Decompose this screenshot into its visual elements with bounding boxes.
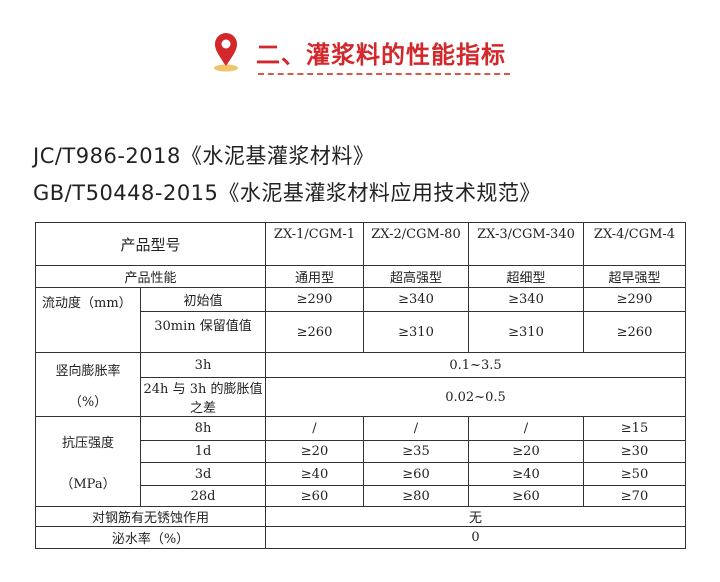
cell: ≥60 bbox=[363, 462, 469, 486]
cell: / bbox=[363, 416, 469, 441]
table-row: 产品性能 通用型 超高强型 超细型 超早强型 bbox=[35, 265, 686, 288]
table-row: 24h 与 3h 的膨胀值之差 0.02~0.5 bbox=[36, 377, 686, 417]
model: ZX-2/CGM-80 bbox=[363, 222, 469, 266]
expansion-label-2: （%） bbox=[68, 394, 108, 410]
cell: / bbox=[468, 416, 584, 441]
standard-2: GB/T50448-2015《水泥基灌浆材料应用技术规范》 bbox=[33, 181, 541, 205]
cell: ≥35 bbox=[363, 440, 469, 463]
flow-label: 流动度（mm） bbox=[35, 287, 141, 353]
cell: ≥60 bbox=[468, 485, 584, 507]
perf-label: 产品性能 bbox=[35, 265, 266, 288]
cell: ≥70 bbox=[583, 485, 686, 507]
table-row: 流动度（mm） 初始值 ≥290 ≥340 ≥340 ≥290 bbox=[35, 287, 686, 353]
table-row: 竖向膨胀率 （%） 3h 0.1~3.5 bbox=[35, 352, 686, 417]
strength-label: 抗压强度 （MPa） bbox=[35, 416, 141, 507]
cell: 0.1~3.5 bbox=[265, 352, 686, 378]
table-row: 28d ≥60 ≥80 ≥60 ≥70 bbox=[36, 485, 686, 507]
cell: ≥30 bbox=[583, 440, 686, 463]
cell: ≥20 bbox=[265, 440, 364, 463]
rust-label: 对钢筋有无锈蚀作用 bbox=[35, 506, 266, 527]
section-title: 二、灌浆料的性能指标 bbox=[256, 40, 506, 69]
title-underline bbox=[258, 73, 510, 75]
row-name: 30min 保留值值 bbox=[140, 311, 266, 353]
cell: 0.02~0.5 bbox=[265, 377, 686, 417]
table-row: 对钢筋有无锈蚀作用 无 bbox=[35, 506, 686, 527]
section-heading: 二、灌浆料的性能指标 bbox=[214, 30, 506, 74]
expansion-label: 竖向膨胀率 （%） bbox=[35, 352, 141, 417]
cell: ≥340 bbox=[468, 287, 584, 312]
type: 通用型 bbox=[265, 265, 364, 288]
type: 超细型 bbox=[468, 265, 584, 288]
row-name: 24h 与 3h 的膨胀值之差 bbox=[140, 377, 266, 417]
cell: 无 bbox=[265, 506, 686, 527]
row-name: 28d bbox=[140, 485, 266, 507]
cell: ≥15 bbox=[583, 416, 686, 441]
row-name: 8h bbox=[140, 416, 266, 441]
table-row: 泌水率（%） 0 bbox=[35, 526, 686, 549]
cell: ≥290 bbox=[583, 287, 686, 312]
model: ZX-3/CGM-340 bbox=[468, 222, 584, 266]
model-label: 产品型号 bbox=[35, 222, 266, 266]
cell: ≥290 bbox=[265, 287, 364, 312]
strength-label-2: （MPa） bbox=[60, 476, 116, 492]
cell: / bbox=[265, 416, 364, 441]
cell: ≥310 bbox=[468, 311, 584, 353]
cell: ≥60 bbox=[265, 485, 364, 507]
cell: ≥40 bbox=[265, 462, 364, 486]
row-name: 初始值 bbox=[140, 287, 266, 312]
model: ZX-4/CGM-4 bbox=[583, 222, 686, 266]
row-name: 1d bbox=[140, 440, 266, 463]
standard-1: JC/T986-2018《水泥基灌浆材料》 bbox=[33, 144, 375, 168]
cell: ≥80 bbox=[363, 485, 469, 507]
cell: ≥340 bbox=[363, 287, 469, 312]
cell: ≥310 bbox=[363, 311, 469, 353]
table-row: 产品型号 ZX-1/CGM-1 ZX-2/CGM-80 ZX-3/CGM-340… bbox=[35, 222, 686, 266]
cell: ≥50 bbox=[583, 462, 686, 486]
performance-table: 产品型号 ZX-1/CGM-1 ZX-2/CGM-80 ZX-3/CGM-340… bbox=[35, 222, 686, 549]
bleed-label: 泌水率（%） bbox=[35, 526, 266, 549]
cell: ≥260 bbox=[265, 311, 364, 353]
cell: ≥260 bbox=[583, 311, 686, 353]
table-row: 抗压强度 （MPa） 8h / / / ≥15 bbox=[35, 416, 686, 507]
strength-label-1: 抗压强度 bbox=[61, 435, 114, 451]
type: 超高强型 bbox=[363, 265, 469, 288]
row-name: 3d bbox=[140, 462, 266, 486]
row-name: 3h bbox=[140, 352, 266, 378]
cell: ≥20 bbox=[468, 440, 584, 463]
cell: 0 bbox=[265, 526, 686, 549]
cell: ≥40 bbox=[468, 462, 584, 486]
model: ZX-1/CGM-1 bbox=[265, 222, 364, 266]
type: 超早强型 bbox=[583, 265, 686, 288]
location-pin-icon bbox=[214, 32, 238, 72]
expansion-label-1: 竖向膨胀率 bbox=[55, 363, 121, 379]
table-row: 30min 保留值值 ≥260 ≥310 ≥310 ≥260 bbox=[36, 311, 686, 353]
